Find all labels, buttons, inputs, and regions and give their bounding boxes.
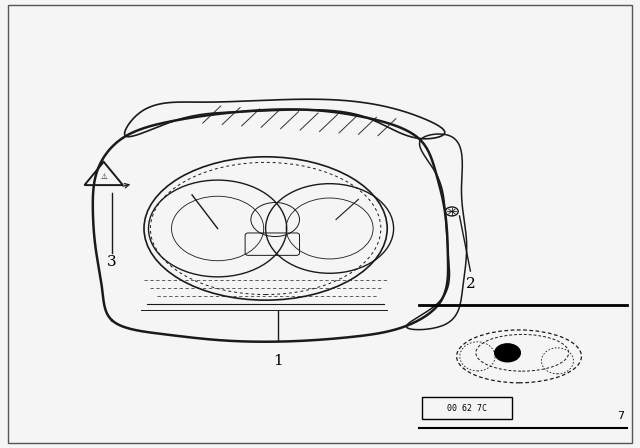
Text: 3: 3 xyxy=(107,255,117,269)
Text: 7: 7 xyxy=(617,411,624,421)
Bar xyxy=(422,397,512,419)
Circle shape xyxy=(495,344,520,362)
Text: ⚠: ⚠ xyxy=(100,172,107,181)
Text: 00 62 7C: 00 62 7C xyxy=(447,404,487,413)
Text: 1: 1 xyxy=(273,353,284,368)
Text: 2: 2 xyxy=(465,277,476,292)
